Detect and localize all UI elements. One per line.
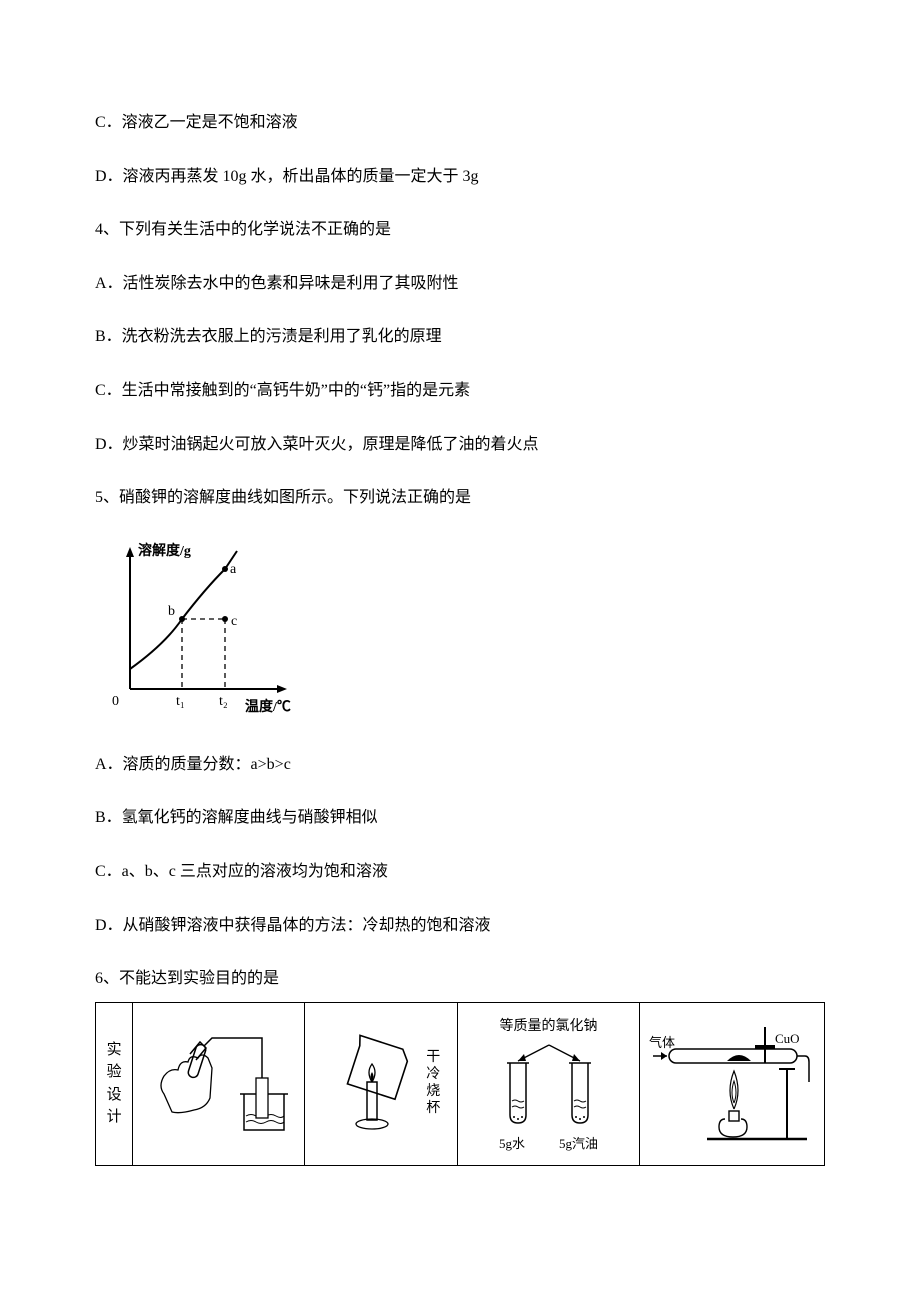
gas-collection-diagram (144, 1024, 294, 1144)
solubility-curve-svg: a b c 溶解度/g 温度/℃ 0 t₁ t₂ (95, 539, 295, 719)
q4-option-b: B．洗衣粉洗去衣服上的污渍是利用了乳化的原理 (95, 324, 825, 350)
svg-text:0: 0 (112, 694, 119, 709)
two-tubes-diagram (474, 1039, 624, 1129)
exp1-diagram (137, 1009, 300, 1159)
exp2-diagram: 干 冷 烧 杯 (309, 1009, 454, 1159)
exp-cell-2: 干 冷 烧 杯 (304, 1002, 458, 1165)
svg-text:t₁: t₁ (176, 694, 185, 709)
q5-option-a: A．溶质的质量分数：a>b>c (95, 752, 825, 778)
dry-cold-beaker-label: 干 冷 烧 杯 (426, 1050, 440, 1117)
exp4-diagram: 气体 CuO (644, 1009, 820, 1159)
gas-label-text: 气体 (649, 1035, 675, 1050)
row-label-char: 设 (100, 1084, 128, 1107)
q5-option-b: B．氢氧化钙的溶解度曲线与硝酸钾相似 (95, 805, 825, 831)
q3-option-c: C．溶液乙一定是不饱和溶液 (95, 110, 825, 136)
q5-option-d: D．从硝酸钾溶液中获得晶体的方法：冷却热的饱和溶液 (95, 913, 825, 939)
cuo-reduction-diagram: 气体 CuO (647, 1019, 817, 1149)
experiment-table: 实 验 设 计 (95, 1002, 825, 1166)
cuo-label-text: CuO (775, 1031, 800, 1046)
q6-table: 实 验 设 计 (95, 1002, 825, 1166)
table-row: 实 验 设 计 (96, 1002, 825, 1165)
q4-stem: 4、下列有关生活中的化学说法不正确的是 (95, 217, 825, 243)
page-root: C．溶液乙一定是不饱和溶液 D．溶液丙再蒸发 10g 水，析出晶体的质量一定大于… (0, 0, 920, 1226)
svg-text:c: c (231, 614, 237, 629)
q6-stem: 6、不能达到实验目的的是 (95, 966, 825, 992)
tube1-label: 5g水 (499, 1133, 525, 1152)
svg-text:t₂: t₂ (219, 694, 228, 709)
exp-cell-1 (133, 1002, 305, 1165)
q5-solubility-chart: a b c 溶解度/g 温度/℃ 0 t₁ t₂ (95, 539, 825, 724)
row-label-char: 验 (100, 1061, 128, 1084)
q4-option-a: A．活性炭除去水中的色素和异味是利用了其吸附性 (95, 271, 825, 297)
svg-text:b: b (168, 604, 175, 619)
equal-mass-nacl-label: 等质量的氯化钠 (500, 1015, 598, 1035)
tube2-label: 5g汽油 (559, 1133, 598, 1152)
row-label-cell: 实 验 设 计 (96, 1002, 133, 1165)
exp-cell-3: 等质量的氯化钠 (458, 1002, 639, 1165)
svg-text:温度/℃: 温度/℃ (245, 698, 291, 715)
exp3-diagram: 等质量的氯化钠 (462, 1015, 634, 1152)
q5-option-c: C．a、b、c 三点对应的溶液均为饱和溶液 (95, 859, 825, 885)
row-label-char: 计 (100, 1106, 128, 1129)
q3-option-d: D．溶液丙再蒸发 10g 水，析出晶体的质量一定大于 3g (95, 164, 825, 190)
q4-option-c: C．生活中常接触到的“高钙牛奶”中的“钙”指的是元素 (95, 378, 825, 404)
svg-text:a: a (230, 562, 237, 577)
row-label-char: 实 (100, 1039, 128, 1062)
q5-stem: 5、硝酸钾的溶解度曲线如图所示。下列说法正确的是 (95, 485, 825, 511)
q4-option-d: D．炒菜时油锅起火可放入菜叶灭火，原理是降低了油的着火点 (95, 432, 825, 458)
candle-beaker-diagram (322, 1024, 422, 1144)
exp-cell-4: 气体 CuO (639, 1002, 824, 1165)
svg-text:溶解度/g: 溶解度/g (138, 542, 191, 559)
tube-labels-row: 5g水 5g汽油 (499, 1129, 598, 1152)
